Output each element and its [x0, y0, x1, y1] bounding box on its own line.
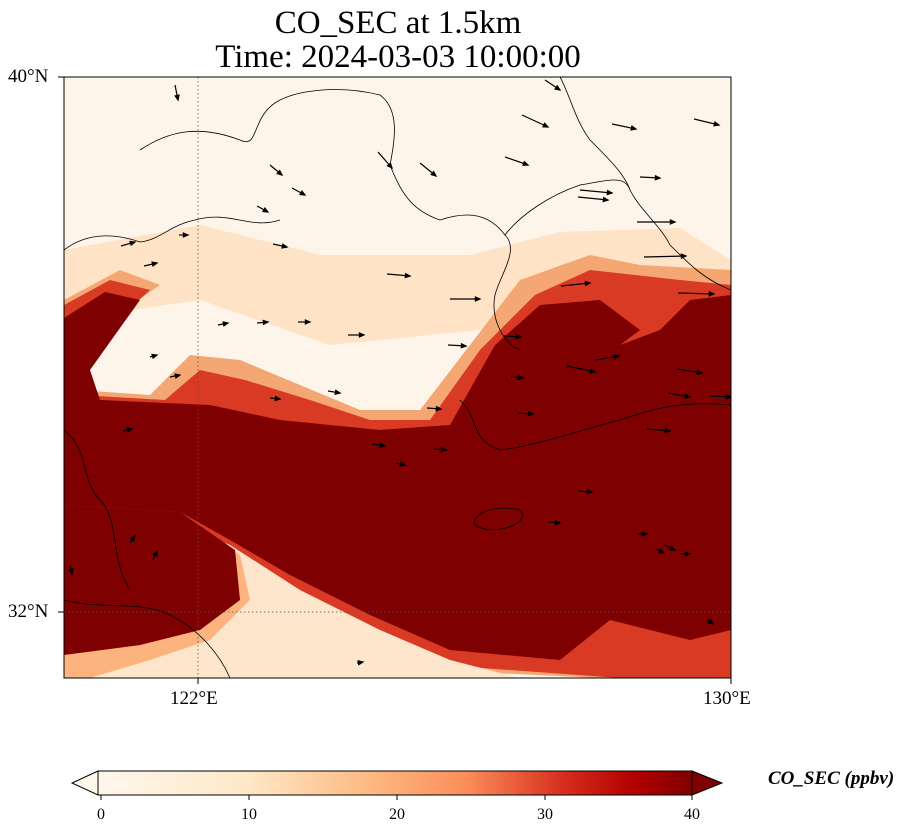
wind-arrowhead: [680, 253, 688, 259]
wind-arrowhead: [474, 296, 482, 302]
wind-arrowhead: [515, 333, 523, 340]
colorbar-tick-10: 10: [241, 806, 257, 823]
moderate-band-north: [64, 225, 731, 345]
colorbar: [70, 770, 724, 800]
wind-arrowhead: [276, 169, 284, 176]
wind-arrowhead: [630, 125, 638, 131]
wind-vector: [643, 255, 687, 258]
wind-arrowhead: [174, 373, 182, 379]
wind-arrowhead: [707, 618, 715, 625]
wind-arrowhead: [658, 548, 666, 554]
wind-arrowhead: [584, 280, 592, 287]
saturated-plume-southwest: [64, 505, 240, 655]
wind-arrowhead: [151, 353, 159, 360]
wind-arrowhead: [222, 321, 230, 327]
wind-arrowhead: [554, 519, 562, 526]
wind-arrowhead: [641, 531, 649, 537]
wind-vectors: [68, 79, 731, 666]
wind-arrowhead: [399, 461, 407, 467]
wind-arrowhead: [589, 368, 597, 374]
wind-arrowhead: [684, 551, 692, 557]
wind-arrowhead: [379, 442, 387, 449]
lat-label-40n: 40°N: [8, 66, 49, 87]
wind-arrowhead: [542, 122, 550, 128]
wind-arrowhead: [386, 162, 394, 170]
wind-arrowhead: [517, 374, 525, 381]
wind-arrowhead: [725, 393, 731, 400]
wind-arrowhead: [669, 545, 677, 551]
saturated-plume: [64, 292, 731, 660]
wind-arrowhead: [281, 243, 289, 249]
lon-label-130e: 130°E: [703, 688, 751, 709]
colorbar-gradient: [97, 770, 693, 796]
wind-arrowhead: [554, 84, 562, 91]
wind-arrowhead: [129, 240, 137, 247]
wind-arrowhead: [126, 427, 134, 433]
wind-arrowhead: [262, 207, 270, 213]
axis-ticks: [58, 76, 732, 684]
map-plot-area: [64, 77, 731, 678]
wind-arrowhead: [129, 534, 136, 542]
lat-label-32n: 32°N: [8, 601, 49, 622]
wind-arrowhead: [440, 446, 448, 453]
map-frame: [63, 76, 732, 679]
wind-arrowhead: [586, 488, 594, 495]
wind-arrowhead: [357, 660, 365, 666]
colorbar-extend-low: [70, 770, 99, 796]
wind-arrowhead: [274, 395, 282, 402]
wind-arrowhead: [613, 354, 621, 360]
colorbar-tick-40: 40: [684, 806, 700, 823]
wind-arrowhead: [68, 568, 74, 576]
wind-arrowhead: [430, 170, 438, 177]
wind-arrowhead: [334, 389, 342, 395]
wind-arrowhead: [527, 410, 535, 417]
wind-vector: [579, 189, 613, 194]
wind-arrowhead: [460, 342, 468, 349]
wind-arrowhead: [654, 174, 662, 181]
wind-arrowhead: [435, 405, 443, 412]
colorbar-label: CO_SEC (ppbv): [768, 768, 895, 789]
wind-arrowhead: [669, 219, 677, 225]
wind-arrowhead: [404, 272, 412, 279]
wind-arrowhead: [708, 291, 716, 297]
wind-arrowhead: [696, 369, 704, 375]
wind-arrowhead: [182, 232, 190, 238]
wind-arrowhead: [152, 549, 158, 557]
wind-arrowhead: [304, 319, 312, 325]
wind-arrowhead: [299, 190, 307, 196]
wind-arrowhead: [602, 196, 610, 203]
colorbar-extend-high: [691, 770, 724, 796]
wind-arrowhead: [664, 427, 672, 434]
chart-subtitle: Time: 2024-03-03 10:00:00: [215, 39, 581, 75]
coastlines: [64, 77, 731, 678]
wind-arrowhead: [606, 189, 614, 196]
lat-lon-gridlines: [64, 77, 731, 678]
wind-arrowhead: [151, 261, 159, 267]
wind-arrowhead: [262, 319, 270, 326]
wind-arrowhead: [684, 393, 692, 399]
colorbar-tick-30: 30: [537, 806, 553, 823]
wind-arrowhead: [713, 121, 721, 127]
wind-vector: [677, 292, 715, 295]
chart-title: CO_SEC at 1.5km: [274, 5, 522, 41]
wind-arrowhead: [522, 160, 530, 166]
lon-label-122e: 122°E: [170, 688, 218, 709]
colorbar-tick-0: 0: [97, 806, 105, 823]
wind-arrowhead: [358, 332, 366, 338]
colorbar-tick-20: 20: [389, 806, 405, 823]
wind-arrowhead: [174, 94, 180, 102]
